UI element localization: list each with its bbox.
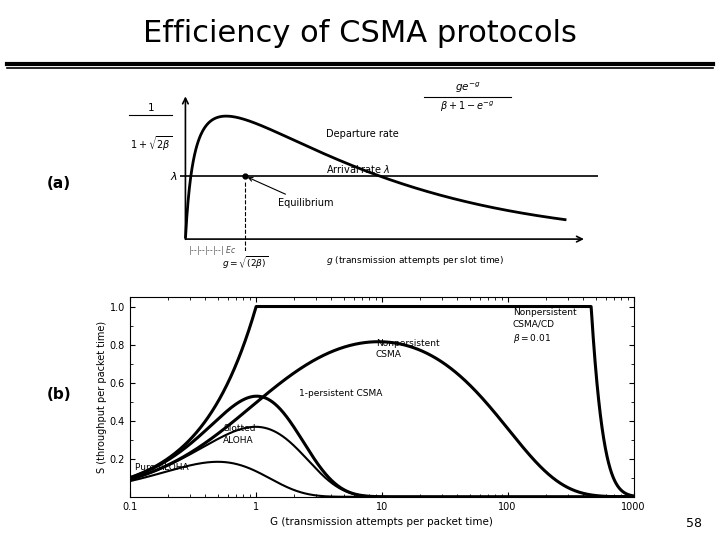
Text: 1: 1 — [148, 103, 154, 113]
Text: Nonpersistent
CSMA/CD: Nonpersistent CSMA/CD — [513, 308, 577, 328]
Text: (a): (a) — [47, 176, 71, 191]
Y-axis label: S (throughput per packet time): S (throughput per packet time) — [96, 321, 107, 473]
Text: Departure rate: Departure rate — [326, 129, 399, 139]
Text: |--|--|--|--| $E c$: |--|--|--|--| $E c$ — [188, 244, 235, 257]
Text: Slotted
ALOHA: Slotted ALOHA — [223, 424, 256, 444]
Text: Nonpersistent
CSMA: Nonpersistent CSMA — [376, 339, 439, 359]
Text: $ge^{-g}$: $ge^{-g}$ — [454, 80, 480, 95]
Text: Equilibrium: Equilibrium — [248, 178, 333, 208]
Text: 58: 58 — [686, 517, 702, 530]
Text: $\beta = 0.01$: $\beta = 0.01$ — [513, 332, 551, 345]
Text: Efficiency of CSMA protocols: Efficiency of CSMA protocols — [143, 19, 577, 48]
Text: Arrival rate $\lambda$: Arrival rate $\lambda$ — [326, 163, 391, 174]
Text: Pure ALOHA: Pure ALOHA — [135, 463, 189, 472]
Text: 1-persistent CSMA: 1-persistent CSMA — [299, 389, 382, 397]
Text: $g=\sqrt{(2\beta)}$: $g=\sqrt{(2\beta)}$ — [222, 254, 268, 271]
Text: $\lambda$: $\lambda$ — [170, 170, 178, 182]
Text: $\beta+1-e^{-g}$: $\beta+1-e^{-g}$ — [440, 99, 495, 114]
X-axis label: G (transmission attempts per packet time): G (transmission attempts per packet time… — [270, 517, 493, 527]
Text: $1+\sqrt{2\beta}$: $1+\sqrt{2\beta}$ — [130, 134, 172, 153]
Text: $g$ (transmission attempts per slot time): $g$ (transmission attempts per slot time… — [326, 254, 505, 267]
Text: (b): (b) — [47, 387, 71, 402]
